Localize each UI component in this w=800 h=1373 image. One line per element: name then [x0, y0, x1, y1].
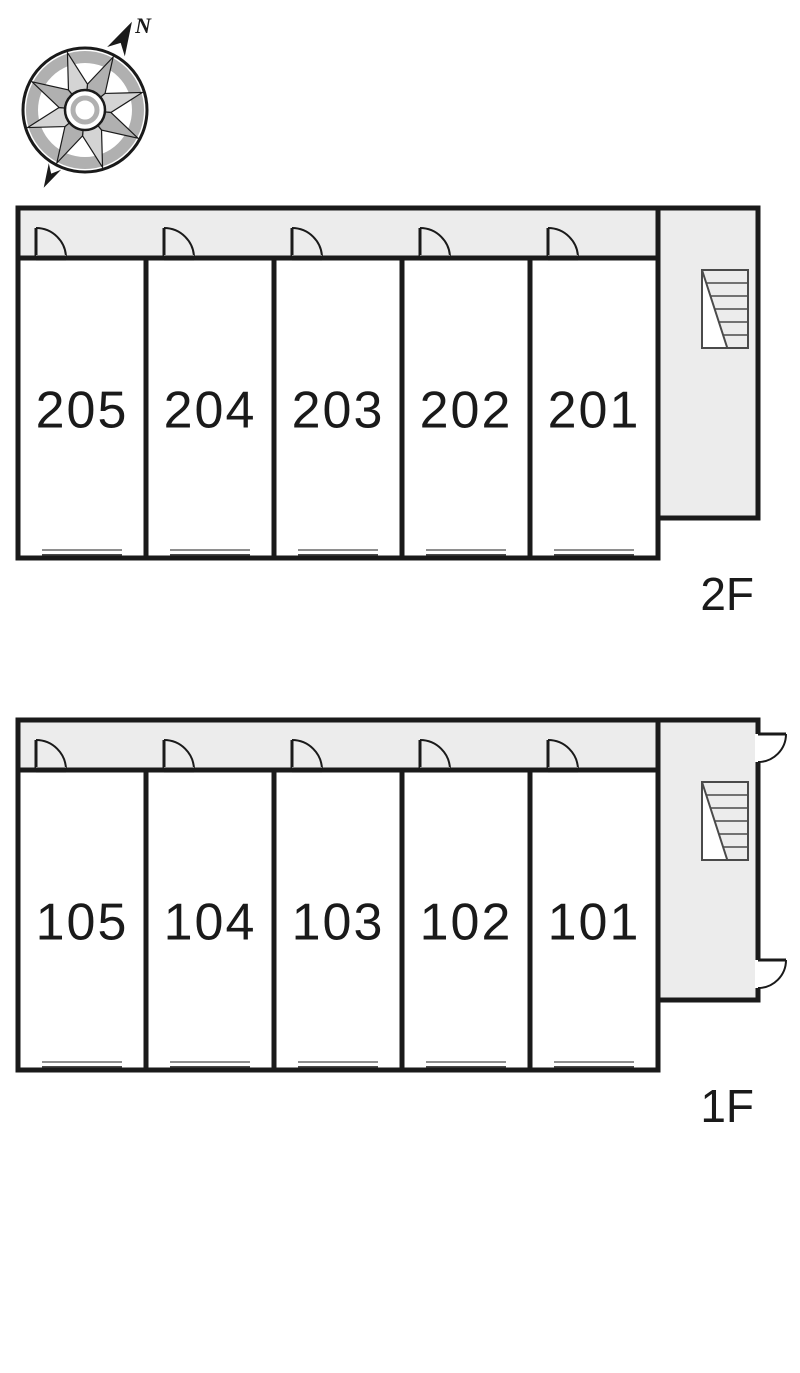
exterior-door-icon — [758, 960, 786, 988]
unit-101: 101 — [530, 740, 658, 1070]
unit-label: 204 — [164, 382, 257, 440]
unit-204: 204 — [146, 228, 274, 558]
unit-label: 105 — [36, 894, 129, 952]
unit-203: 203 — [274, 228, 402, 558]
exterior-door-icon — [758, 734, 786, 762]
unit-102: 102 — [402, 740, 530, 1070]
compass-north-label: N — [134, 13, 152, 38]
unit-label: 205 — [36, 382, 129, 440]
unit-label: 102 — [420, 894, 513, 952]
floor-label: 1F — [700, 1080, 754, 1132]
unit-103: 103 — [274, 740, 402, 1070]
unit-202: 202 — [402, 228, 530, 558]
unit-201: 201 — [530, 228, 658, 558]
compass-icon: N — [4, 13, 166, 192]
unit-label: 201 — [548, 382, 641, 440]
unit-label: 202 — [420, 382, 513, 440]
corridor — [18, 208, 758, 258]
unit-104: 104 — [146, 740, 274, 1070]
floor-1: 105 104 103 102 101 1F — [18, 720, 786, 1132]
unit-105: 105 — [18, 740, 146, 1070]
stair-wing — [658, 208, 758, 518]
corridor — [18, 720, 758, 770]
unit-label: 203 — [292, 382, 385, 440]
unit-label: 104 — [164, 894, 257, 952]
unit-label: 101 — [548, 894, 641, 952]
floor-2: 205 204 203 202 201 2F — [18, 208, 758, 620]
unit-label: 103 — [292, 894, 385, 952]
floor-label: 2F — [700, 568, 754, 620]
unit-205: 205 — [18, 228, 146, 558]
